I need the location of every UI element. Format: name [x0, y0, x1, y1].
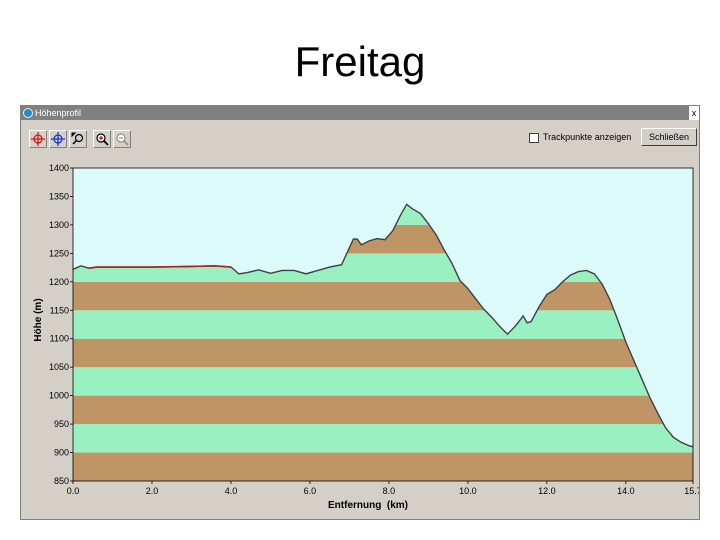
x-tick-label: 8.0 — [383, 486, 396, 496]
zoom-out-button[interactable] — [113, 130, 131, 148]
y-tick-label: 1300 — [49, 220, 69, 230]
elevation-band — [73, 310, 693, 339]
magnify-cursor-icon — [71, 132, 84, 145]
zoom-out-icon — [116, 133, 129, 146]
elevation-band — [73, 424, 693, 453]
x-tick-label: 2.0 — [146, 486, 159, 496]
x-tick-label: 14.0 — [617, 486, 635, 496]
show-trackpoints-checkbox[interactable] — [529, 133, 539, 143]
elevation-band — [73, 395, 693, 425]
elevation-band — [73, 452, 693, 481]
x-tick-label: 12.0 — [538, 486, 556, 496]
zoom-in-button[interactable] — [93, 130, 111, 148]
y-tick-label: 1150 — [50, 305, 69, 315]
x-tick-label: 4.0 — [225, 486, 238, 496]
window-title: Höhenprofil — [35, 108, 82, 118]
elevation-band — [73, 338, 693, 368]
x-tick-label: 0.0 — [67, 486, 80, 496]
magnify-cursor-button[interactable] — [69, 130, 87, 148]
crosshair-blue-button[interactable] — [49, 130, 67, 148]
zoom-in-icon — [96, 133, 109, 146]
y-tick-label: 1050 — [49, 362, 69, 372]
window-titlebar[interactable]: Höhenprofil x — [21, 106, 699, 120]
elevation-profile-window: Höhenprofil x — [20, 105, 700, 520]
elevation-band — [73, 367, 693, 396]
x-tick-label: 10.0 — [459, 486, 477, 496]
x-tick-label: 15.7 — [684, 486, 699, 496]
window-close-icon[interactable]: x — [689, 106, 699, 120]
y-tick-label: 1350 — [49, 191, 69, 201]
y-tick-label: 1400 — [49, 163, 69, 173]
elevation-band — [73, 281, 693, 311]
plot-frame — [72, 167, 694, 482]
y-tick-label: 1200 — [49, 277, 69, 287]
y-tick-label: 1250 — [49, 248, 69, 258]
y-tick-label: 850 — [54, 476, 69, 486]
crosshair-red-button[interactable] — [29, 130, 47, 148]
y-axis-label: Höhe (m) — [33, 298, 44, 341]
slide-title: Freitag — [294, 38, 426, 85]
y-tick-label: 950 — [54, 419, 69, 429]
app-globe-icon — [23, 108, 33, 118]
y-tick-label: 1000 — [49, 391, 69, 401]
profile-line — [72, 203, 694, 448]
highlight-segment — [88, 265, 232, 269]
close-button[interactable]: Schließen — [641, 128, 697, 146]
toolbar: Trackpunkte anzeigen Schließen — [21, 120, 699, 156]
crosshair-red-icon — [31, 132, 45, 146]
crosshair-blue-icon — [51, 132, 65, 146]
x-axis-label: Entfernung (km) — [328, 500, 408, 511]
x-tick-label: 6.0 — [304, 486, 317, 496]
y-tick-label: 1100 — [50, 334, 69, 344]
show-trackpoints-label: Trackpunkte anzeigen — [543, 132, 632, 142]
elevation-chart: 850 900 950 1000 1050 1100 1150 1200 1250 1300 135… — [33, 163, 699, 511]
y-tick-label: 900 — [54, 448, 69, 458]
